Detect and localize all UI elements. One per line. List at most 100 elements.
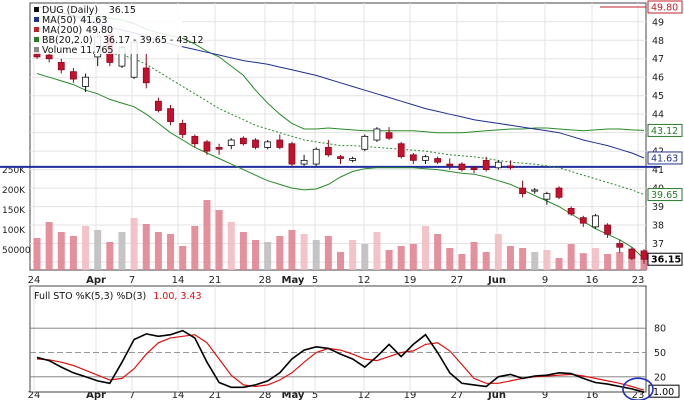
candle-down [324, 147, 332, 156]
legend-value: 36.15 [109, 5, 136, 16]
x-tick-label: 16 [586, 275, 599, 286]
candle-down [154, 100, 162, 111]
x-tick-label: May [282, 275, 305, 286]
volume-bar [94, 230, 102, 270]
value-tag-box [647, 252, 683, 266]
volume-bar [409, 244, 417, 270]
volume-bar [640, 258, 648, 270]
sto-value-tag [648, 384, 680, 398]
value-tag-label: 39.65 [651, 190, 678, 201]
x-tick-label: Apr [86, 275, 106, 286]
legend-bg [32, 4, 182, 54]
candle-down [567, 208, 575, 215]
volume-bar [506, 246, 514, 270]
candle-up [264, 141, 272, 148]
volume-tick-label: 150K [2, 206, 26, 216]
x-tick-label: 5 [312, 275, 318, 286]
candle-down [179, 123, 187, 135]
volume-bar [361, 244, 369, 270]
volume-bar [227, 222, 235, 270]
candle-up [349, 158, 357, 161]
value-tag-box [647, 123, 683, 137]
volume-bar [531, 252, 539, 270]
candle-up [531, 189, 539, 192]
volume-bar [324, 236, 332, 270]
sto-tick-label: 20 [654, 372, 666, 383]
legend-swatch [34, 27, 39, 32]
candle-up [300, 159, 308, 165]
volume-bar [312, 240, 320, 270]
sto-x-tick-label: 19 [404, 390, 417, 400]
candle-down [604, 224, 611, 235]
x-tick-label: 28 [259, 275, 272, 286]
legend-value: 49.80 [86, 25, 113, 36]
sto-x-tick-label: 5 [312, 390, 318, 400]
volume-bar [591, 248, 599, 270]
sto-x-tick-label: 16 [586, 390, 599, 400]
volume-bar [264, 242, 272, 270]
x-tick-label: 24 [28, 275, 41, 286]
candle-up [543, 193, 551, 200]
legend-label: BB(20,2.0) [42, 35, 93, 46]
volume-bar [349, 240, 357, 270]
x-tick-label: 21 [209, 275, 222, 286]
volume-bar [191, 226, 199, 270]
volume-bar [543, 250, 551, 270]
legend-value: 41.63 [80, 15, 107, 26]
volume-bar [179, 246, 187, 270]
volume-bar [421, 226, 429, 270]
candle-down [167, 108, 174, 122]
volume-bar [373, 232, 381, 270]
sto-tick-label: 50 [654, 348, 666, 359]
value-tag-box [647, 188, 683, 202]
sto-x-tick-label: Apr [86, 390, 106, 400]
volume-bar [385, 250, 393, 270]
candle-down [579, 217, 587, 224]
volume-bar [482, 252, 490, 270]
sto-x-tick-label: 7 [129, 390, 135, 400]
sto-x-tick-label: 24 [28, 390, 41, 400]
volume-bar [130, 218, 138, 270]
x-tick-label: 9 [542, 275, 548, 286]
volume-bar [567, 244, 575, 270]
candle-down [203, 141, 211, 152]
candle-down [57, 62, 65, 71]
legend-swatch [34, 37, 39, 42]
legend-swatch [34, 47, 39, 52]
price-tick-label: 48 [652, 36, 664, 47]
legend-swatch [34, 17, 39, 22]
volume-bar [215, 210, 223, 270]
volume-bar [288, 230, 296, 270]
candle-down [434, 158, 442, 163]
stochastic-panel: 24 Apr 7 14 21 28 May 5 12 19 27 Jun 9 16 23 20 50 80 1.00 [28, 285, 680, 400]
volume-bar [494, 234, 502, 270]
volume-bar [300, 234, 308, 270]
sto-x-tick-label: 12 [358, 390, 371, 400]
sto-x-tick-label: May [282, 390, 305, 400]
candle-down [446, 163, 454, 167]
volume-bar [519, 248, 527, 270]
sto-x-tick-label: 23 [632, 390, 645, 400]
sto-x-tick-label: Jun [487, 390, 506, 400]
candle-up [494, 161, 502, 169]
sto-x-tick-label: 9 [542, 390, 548, 400]
volume-bar [616, 252, 624, 270]
legend-label: MA(50) [42, 15, 76, 26]
volume-bar [82, 226, 90, 270]
candle-down [409, 154, 417, 161]
candle-up [422, 156, 429, 161]
candle-down [276, 139, 284, 148]
legend-swatch [34, 7, 39, 12]
price-tick-label: 38 [652, 221, 664, 232]
highlight-circle [622, 377, 654, 400]
volume-tick-label: 250K [2, 166, 26, 176]
price-tick-label: 47 [652, 54, 664, 65]
candle-down [616, 243, 624, 248]
volume-bar [69, 236, 77, 270]
volume-bar [203, 200, 211, 270]
sto-x-tick-label: 27 [451, 390, 464, 400]
volume-bar [337, 252, 344, 270]
